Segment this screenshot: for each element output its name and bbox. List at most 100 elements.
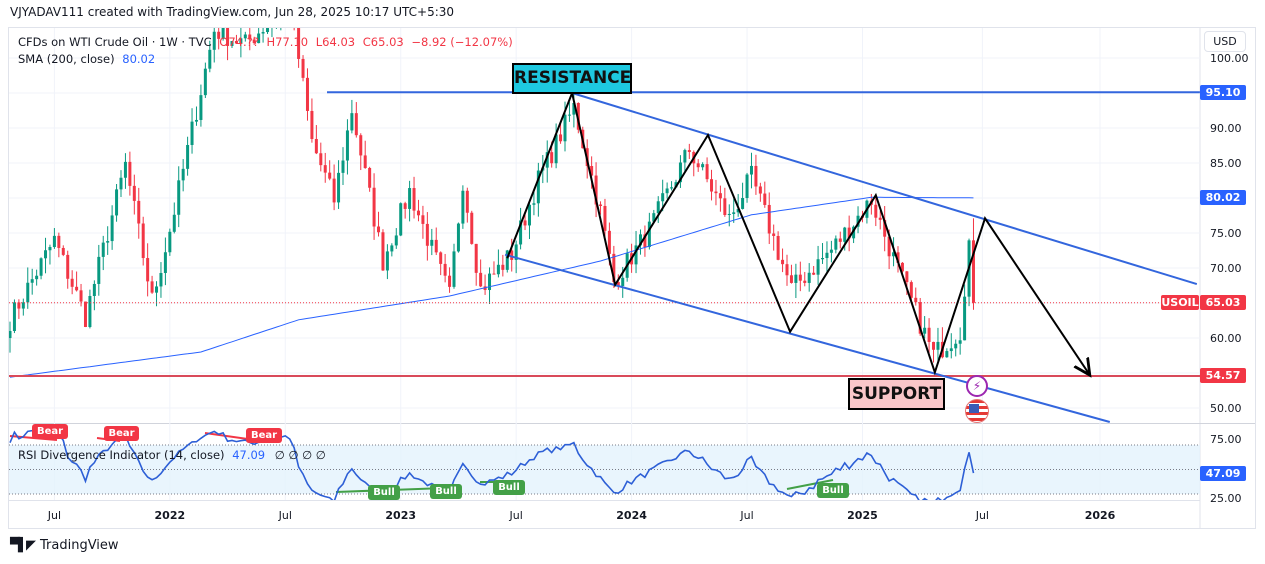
candle bbox=[705, 164, 709, 180]
candle bbox=[394, 235, 398, 246]
symbol-title: CFDs on WTI Crude Oil · 1W · TVC bbox=[18, 35, 212, 49]
candle bbox=[838, 238, 842, 242]
sma-legend[interactable]: SMA (200, close) 80.02 bbox=[18, 52, 155, 66]
candle bbox=[883, 219, 887, 237]
candle bbox=[963, 296, 967, 341]
candle bbox=[603, 205, 607, 231]
lower-channel-line[interactable] bbox=[504, 253, 1111, 423]
candle bbox=[186, 144, 190, 169]
candle bbox=[443, 263, 447, 276]
lightning-event-icon[interactable]: ⚡ bbox=[966, 375, 988, 397]
time-axis[interactable]: Jul 2022 Jul 2023 Jul 2024 Jul 2025 Jul 2026 bbox=[47, 509, 1116, 522]
candle bbox=[234, 41, 238, 44]
candle bbox=[572, 102, 576, 115]
candle bbox=[26, 282, 30, 303]
candle bbox=[385, 251, 389, 271]
candle bbox=[905, 271, 909, 283]
created-by-caption: VJYADAV111 created with TradingView.com,… bbox=[10, 5, 455, 19]
candle bbox=[48, 247, 52, 251]
bull-label: Bull bbox=[368, 485, 400, 500]
candle bbox=[621, 277, 625, 286]
tradingview-brand: TradingView bbox=[40, 538, 119, 553]
candle bbox=[638, 234, 642, 246]
candle bbox=[439, 252, 443, 264]
candle bbox=[168, 231, 172, 253]
candle bbox=[155, 286, 159, 293]
ohlc-open: O74.?? bbox=[219, 35, 259, 49]
resistance-price-tag: 95.10 bbox=[1200, 85, 1246, 100]
candle bbox=[954, 343, 958, 349]
candle bbox=[789, 275, 793, 283]
candle bbox=[798, 274, 802, 281]
time-tick: Jul bbox=[739, 509, 753, 522]
support-annotation[interactable]: SUPPORT bbox=[848, 378, 945, 410]
candle bbox=[416, 210, 420, 216]
candle bbox=[607, 230, 611, 254]
ohlc-change: −8.92 (−12.07%) bbox=[411, 35, 513, 49]
time-tick: Jul bbox=[509, 509, 523, 522]
candle bbox=[421, 215, 425, 224]
candle bbox=[61, 247, 65, 255]
candle bbox=[678, 162, 682, 183]
candle bbox=[332, 178, 336, 203]
candle bbox=[123, 161, 127, 178]
candle bbox=[239, 38, 243, 44]
candle bbox=[128, 161, 132, 186]
candle bbox=[141, 223, 145, 259]
us-flag-economic-event-icon[interactable] bbox=[965, 399, 989, 423]
candle bbox=[465, 190, 469, 213]
candle bbox=[252, 39, 256, 44]
candle bbox=[599, 204, 603, 206]
candle bbox=[749, 165, 753, 175]
candle bbox=[519, 220, 523, 245]
candle bbox=[230, 41, 234, 46]
bull-label: Bull bbox=[430, 484, 462, 499]
candle bbox=[319, 153, 323, 166]
candle bbox=[474, 243, 478, 273]
candle bbox=[714, 191, 718, 194]
tradingview-watermark[interactable]: ▀▌◤ TradingView bbox=[10, 538, 119, 553]
rsi-legend[interactable]: RSI Divergence Indicator (14, close) 47.… bbox=[18, 448, 326, 462]
candle bbox=[461, 190, 465, 224]
candle bbox=[718, 193, 722, 199]
candle bbox=[430, 239, 434, 246]
candle bbox=[834, 238, 838, 250]
candle bbox=[892, 252, 896, 257]
candle bbox=[767, 204, 771, 234]
candle bbox=[909, 282, 913, 298]
candle bbox=[399, 203, 403, 236]
zigzag-projection[interactable] bbox=[506, 89, 1090, 375]
candle bbox=[412, 188, 416, 211]
candle bbox=[115, 189, 119, 216]
candle bbox=[736, 208, 740, 213]
candle bbox=[97, 256, 101, 284]
candle bbox=[181, 168, 185, 181]
resistance-annotation[interactable]: RESISTANCE bbox=[512, 63, 632, 94]
sma-label: SMA (200, close) bbox=[18, 52, 115, 66]
candle bbox=[710, 179, 714, 192]
candle bbox=[816, 259, 820, 275]
candle bbox=[488, 273, 492, 291]
rsi-legend-name: RSI Divergence Indicator (14, close) bbox=[18, 448, 225, 462]
candle bbox=[341, 160, 345, 173]
price-tick: 70.00 bbox=[1210, 262, 1242, 275]
candle bbox=[297, 28, 301, 59]
candle bbox=[821, 258, 825, 260]
last-price-tag: 65.03 bbox=[1200, 295, 1246, 310]
candle bbox=[559, 134, 563, 142]
candle bbox=[763, 193, 767, 205]
symbol-legend[interactable]: CFDs on WTI Crude Oil · 1W · TVC O74.?? … bbox=[18, 35, 513, 49]
price-axis[interactable]: 100.00 90.00 85.00 75.00 70.00 60.00 50.00 bbox=[1210, 52, 1249, 415]
candle bbox=[190, 121, 194, 145]
currency-button[interactable]: USD bbox=[1204, 31, 1246, 52]
candle bbox=[696, 163, 700, 168]
candle bbox=[741, 198, 745, 209]
candle bbox=[843, 227, 847, 242]
candle bbox=[310, 110, 314, 139]
candle bbox=[496, 264, 500, 275]
candle bbox=[927, 327, 931, 342]
candle bbox=[616, 282, 620, 286]
candle bbox=[776, 235, 780, 260]
upper-channel-line[interactable] bbox=[571, 92, 1198, 286]
